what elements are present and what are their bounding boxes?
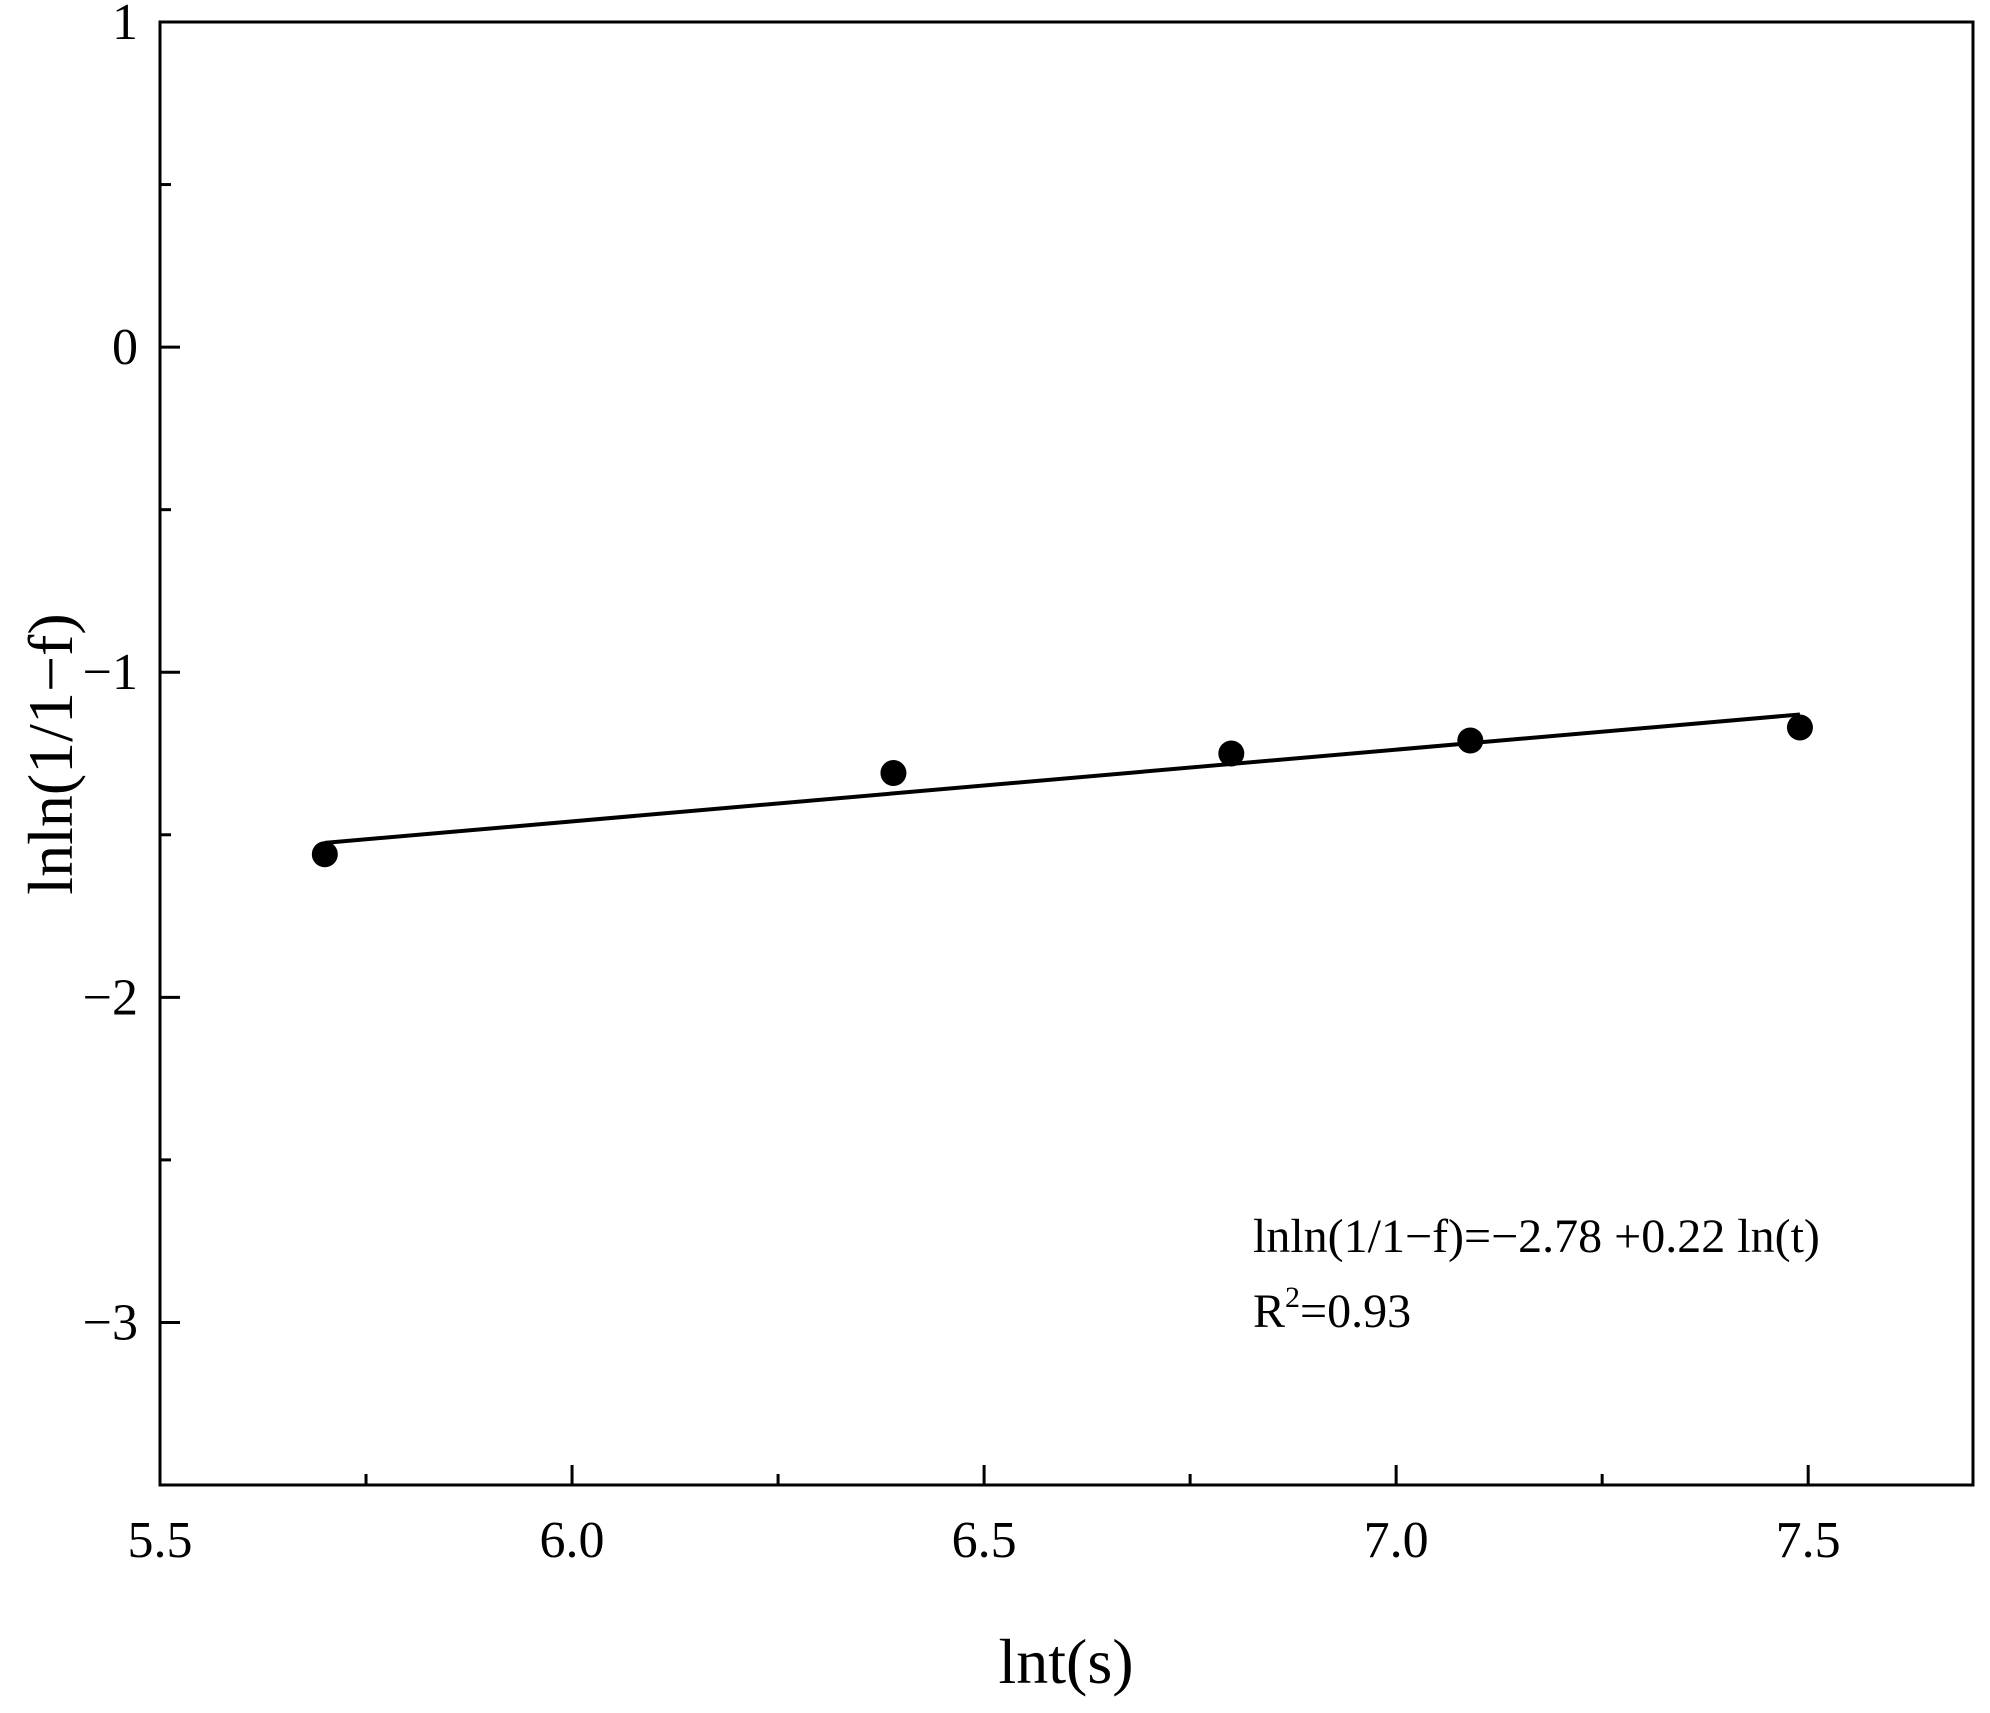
x-tick-label: 7.5 <box>1776 1512 1841 1569</box>
points-layer <box>311 714 1813 868</box>
y-tick-label: −1 <box>83 644 138 701</box>
plot-frame <box>158 20 1975 1487</box>
x-tick-label: 6.5 <box>952 1512 1017 1569</box>
fit-layer <box>324 712 1801 845</box>
data-point <box>1218 740 1245 767</box>
data-point <box>880 760 907 787</box>
r-squared: R2=0.93 <box>1253 1281 1411 1338</box>
x-tick-label: 6.0 <box>540 1512 605 1569</box>
y-tick-label: −3 <box>83 1294 138 1351</box>
y-tick-label: 0 <box>112 319 138 376</box>
y-axis-title: lnln(1/1−f) <box>15 613 86 894</box>
fit-line <box>324 712 1801 845</box>
data-point <box>1457 727 1484 754</box>
y-axis-ticks: 1 0 −1 −2 −3 <box>83 0 180 1351</box>
data-point <box>1786 714 1813 741</box>
x-axis-ticks: 5.5 6.0 6.5 7.0 7.5 <box>128 1465 1841 1569</box>
data-point <box>311 841 338 868</box>
y-tick-label: −2 <box>83 969 138 1026</box>
x-tick-label: 5.5 <box>128 1512 193 1569</box>
fit-equation: lnln(1/1−f)=−2.78 +0.22 ln(t) <box>1253 1210 1820 1263</box>
x-axis-title: lnt(s) <box>998 1626 1133 1697</box>
y-tick-label: 1 <box>112 0 138 51</box>
x-tick-label: 7.0 <box>1364 1512 1429 1569</box>
